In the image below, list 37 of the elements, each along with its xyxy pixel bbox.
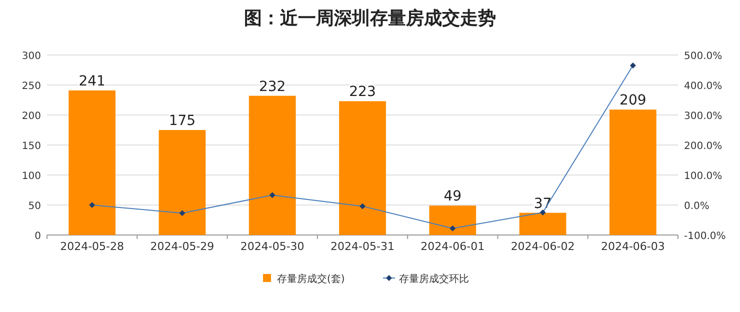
data-label: 49 [444, 188, 462, 205]
x-tick-label: 2024-06-03 [600, 240, 665, 253]
x-tick-label: 2024-05-29 [150, 240, 214, 253]
data-label: 209 [620, 92, 646, 109]
y2-tick-label: 200.0% [684, 141, 722, 152]
data-label: 223 [349, 84, 376, 100]
y2-tick-label: 300.0% [684, 111, 722, 122]
x-tick-label: 2024-05-31 [330, 240, 394, 253]
y2-tick-label: 0.0% [684, 201, 710, 212]
y-tick-label: 150 [22, 141, 41, 152]
legend-label: 存量房成交环比 [399, 273, 469, 285]
bar [158, 130, 206, 235]
data-label: 232 [258, 78, 286, 95]
y-tick-label: 300 [22, 51, 41, 62]
bar [519, 212, 566, 235]
legend-label: 存量房成交(套) [277, 273, 345, 285]
x-tick-label: 2024-06-02 [510, 240, 575, 253]
data-label: 175 [168, 113, 196, 129]
y-tick-label: 100 [22, 171, 41, 182]
chart-title: 图：近一周深圳存量房成交走势 [244, 8, 496, 29]
y-tick-label: 200 [22, 111, 41, 122]
bar [248, 96, 296, 235]
x-tick-label: 2024-05-30 [240, 240, 304, 253]
y2-tick-label: -100.0% [684, 231, 726, 242]
x-tick-label: 2024-06-01 [420, 240, 485, 253]
x-tick-label: 2024-05-28 [60, 240, 124, 253]
y2-tick-label: 100.0% [684, 171, 722, 182]
y2-tick-label: 500.0% [684, 51, 722, 62]
bar [339, 101, 386, 235]
bar [68, 90, 116, 235]
y-tick-label: 250 [22, 81, 41, 92]
bar [429, 206, 476, 235]
data-label: 241 [78, 73, 106, 90]
bar [609, 110, 656, 235]
y2-tick-label: 400.0% [684, 81, 722, 92]
y-tick-label: 50 [28, 201, 41, 212]
y-tick-label: 0 [34, 231, 41, 242]
